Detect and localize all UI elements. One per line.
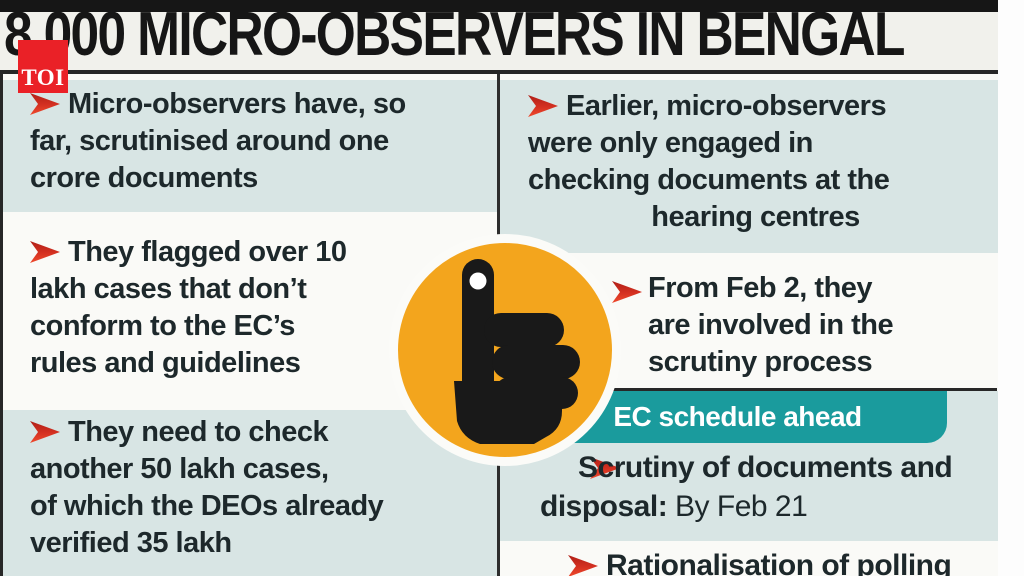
bullet-line: scrutiny process	[648, 346, 873, 378]
arrow-bullet-icon	[540, 450, 620, 479]
bullet-line: crore documents	[30, 162, 258, 194]
bullet-line: Micro-observers have, so	[68, 88, 406, 120]
bullet-earlier: Earlier, micro-observers were only engag…	[528, 88, 983, 236]
bullet-line: They need to check	[68, 416, 329, 448]
headline-strip	[0, 12, 998, 70]
section-left-3	[3, 410, 497, 576]
arrow-bullet-icon	[612, 276, 642, 303]
schedule-line-rest: By Feb 21	[667, 490, 808, 523]
arrow-bullet-icon	[30, 236, 60, 263]
pointing-finger-icon	[454, 259, 580, 444]
bullet-from-feb2: From Feb 2, they are involved in the scr…	[612, 270, 1008, 381]
bullet-line: conform to the EC’s	[30, 310, 295, 342]
bullet-line: checking documents at the	[528, 164, 890, 196]
section-right-1	[500, 80, 998, 253]
schedule-line: Rationalisation of polling	[606, 549, 952, 576]
bullet-line: rules and guidelines	[30, 347, 301, 379]
arrow-bullet-icon	[30, 88, 60, 115]
right-gutter	[998, 0, 1024, 576]
left-border	[0, 70, 3, 576]
bullet-line: hearing centres	[651, 201, 860, 233]
bullet-line: are involved in the	[648, 309, 894, 341]
arrow-bullet-icon	[528, 90, 558, 117]
schedule-line: Scrutiny of documents	[578, 451, 893, 484]
schedule-rationalisation: Rationalisation of polling	[568, 546, 1008, 576]
section-left-1	[3, 80, 497, 212]
top-bar	[0, 0, 998, 12]
toi-logo: TOI	[18, 40, 68, 93]
schedule-scrutiny: Scrutiny of documents and disposal: By F…	[540, 448, 990, 526]
headline-rule	[0, 70, 998, 74]
bullet-line: of which the DEOs already	[30, 490, 384, 522]
arrow-bullet-icon	[30, 416, 60, 443]
schedule-top-rule	[500, 388, 997, 391]
bullet-scrutinised: Micro-observers have, so far, scrutinise…	[30, 86, 480, 197]
bullet-line: verified 35 lakh	[30, 527, 232, 559]
bullet-line: another 50 lakh cases,	[30, 453, 329, 485]
bullet-flagged: They flagged over 10 lakh cases that don…	[30, 234, 480, 382]
bullet-line: were only engaged in	[528, 127, 813, 159]
schedule-line-bold: and disposal:	[540, 451, 953, 523]
bullet-line: lakh cases that don’t	[30, 273, 307, 305]
bullet-check-more: They need to check another 50 lakh cases…	[30, 414, 490, 562]
bullet-line: From Feb 2, they	[648, 272, 873, 304]
page-title: 8,000 MICRO-OBSERVERS IN BENGAL	[4, 0, 905, 69]
arrow-bullet-icon	[568, 548, 598, 576]
bullet-line: Earlier, micro-observers	[566, 90, 887, 122]
bullet-line: They flagged over 10	[68, 236, 347, 268]
bullet-line: far, scrutinised around one	[30, 125, 389, 157]
pointing-finger-badge	[389, 234, 621, 466]
